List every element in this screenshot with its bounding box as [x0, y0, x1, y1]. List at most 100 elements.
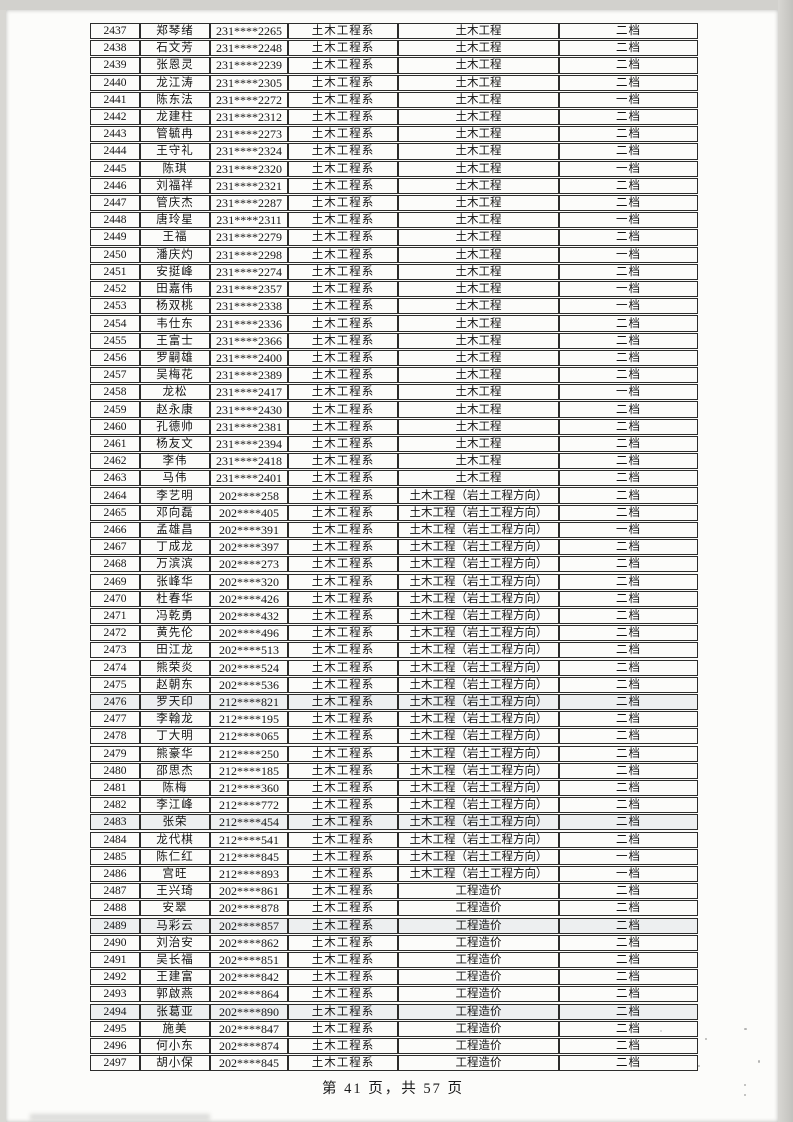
table-cell: 2458 [90, 384, 140, 401]
table-cell: 土木工程（岩土工程方向） [398, 814, 559, 831]
table-cell: 231****2401 [210, 470, 288, 487]
table-cell: 土木工程系 [288, 573, 398, 590]
table-cell: 土木工程系 [288, 263, 398, 280]
table-row: 2456 罗嗣雄 231****2400 土木工程系 土木工程 二档 [90, 349, 698, 366]
table-cell: 2469 [90, 573, 140, 590]
table-cell: 土木工程 [398, 315, 559, 332]
table-cell: 土木工程系 [288, 676, 398, 693]
table-row: 2481 陈梅 212****360 土木工程系 土木工程（岩土工程方向） 二档 [90, 779, 698, 797]
table-cell: 土木工程系 [288, 91, 398, 108]
table-cell: 2450 [90, 246, 140, 263]
table-cell: 231****2312 [210, 109, 288, 126]
table-cell: 202****861 [210, 883, 288, 900]
table-cell: 2496 [90, 1037, 140, 1055]
table-cell: 2441 [90, 91, 140, 108]
table-cell: 土木工程系 [288, 298, 398, 315]
table-cell: 212****185 [210, 762, 288, 779]
table-cell: 龙建柱 [140, 109, 210, 126]
table-cell: 231****2248 [210, 40, 288, 57]
table-row: 2470 杜春华 202****426 土木工程系 土木工程（岩土工程方向） 二档 [90, 590, 698, 607]
table-row: 2466 孟雄昌 202****391 土木工程系 土木工程（岩土工程方向） 一档 [90, 521, 698, 538]
table-row: 2492 王建富 202****842 土木工程系 工程造价 二档 [90, 969, 698, 986]
table-row: 2497 胡小保 202****845 土木工程系 工程造价 二档 [90, 1055, 698, 1072]
table-cell: 土木工程系 [288, 659, 398, 676]
table-cell: 二档 [559, 625, 698, 642]
table-cell: 231****2265 [210, 23, 288, 40]
table-cell: 202****851 [210, 951, 288, 969]
table-cell: 冯乾勇 [140, 607, 210, 624]
table-cell: 土木工程系 [288, 728, 398, 745]
table-cell: 工程造价 [398, 883, 559, 900]
table-cell: 231****2338 [210, 298, 288, 315]
table-cell: 韦仕东 [140, 315, 210, 332]
table-cell: 231****2336 [210, 315, 288, 332]
table-cell: 管毓冉 [140, 126, 210, 143]
table-cell: 二档 [559, 539, 698, 556]
table-cell: 土木工程（岩土工程方向） [398, 539, 559, 556]
table-cell: 土木工程系 [288, 246, 398, 263]
table-cell: 田嘉伟 [140, 281, 210, 298]
table-cell: 202****273 [210, 556, 288, 573]
table-cell: 土木工程系 [288, 401, 398, 418]
table-cell: 土木工程系 [288, 745, 398, 762]
table-cell: 土木工程 [398, 246, 559, 263]
table-cell: 土木工程系 [288, 332, 398, 349]
table-cell: 一档 [559, 848, 698, 865]
table-cell: 李江峰 [140, 797, 210, 814]
table-cell: 马彩云 [140, 917, 210, 934]
table-cell: 杨友文 [140, 435, 210, 452]
table-row: 2462 李伟 231****2418 土木工程系 土木工程 二档 [90, 453, 698, 470]
table-cell: 土木工程系 [288, 1020, 398, 1037]
table-row: 2464 李艺明 202****258 土木工程系 土木工程（岩土工程方向） 二档 [90, 487, 698, 504]
table-cell: 土木工程（岩土工程方向） [398, 607, 559, 624]
table-row: 2442 龙建柱 231****2312 土木工程系 土木工程 二档 [90, 109, 698, 126]
table-row: 2444 王守礼 231****2324 土木工程系 土木工程 二档 [90, 143, 698, 160]
table-cell: 田江龙 [140, 642, 210, 659]
table-cell: 土木工程系 [288, 848, 398, 865]
table-cell: 2464 [90, 487, 140, 504]
table-row: 2440 龙江涛 231****2305 土木工程系 土木工程 二档 [90, 74, 698, 91]
table-cell: 一档 [559, 246, 698, 263]
table-cell: 工程造价 [398, 986, 559, 1003]
table-cell: 刘治安 [140, 934, 210, 951]
table-row: 2476 罗天印 212****821 土木工程系 土木工程（岩土工程方向） 二档 [90, 693, 698, 711]
table-cell: 土木工程 [398, 74, 559, 91]
table-cell: 施美 [140, 1020, 210, 1037]
table-cell: 2473 [90, 642, 140, 659]
table-cell: 231****2320 [210, 160, 288, 177]
table-cell: 231****2272 [210, 91, 288, 108]
table-row: 2473 田江龙 202****513 土木工程系 土木工程（岩土工程方向） 二档 [90, 642, 698, 659]
table-cell: 土木工程系 [288, 625, 398, 642]
table-cell: 郑琴绪 [140, 23, 210, 40]
table-cell: 工程造价 [398, 951, 559, 969]
table-cell: 土木工程系 [288, 57, 398, 74]
table-cell: 张恩灵 [140, 57, 210, 74]
table-cell: 2456 [90, 349, 140, 366]
table-cell: 231****2305 [210, 74, 288, 91]
table-cell: 二档 [559, 315, 698, 332]
table-cell: 土木工程系 [288, 1003, 398, 1020]
table-row: 2484 龙代棋 212****541 土木工程系 土木工程（岩土工程方向） 二档 [90, 831, 698, 848]
table-cell: 土木工程 [398, 281, 559, 298]
table-cell: 二档 [559, 693, 698, 711]
table-cell: 一档 [559, 91, 698, 108]
table-cell: 孟雄昌 [140, 521, 210, 538]
scan-noise-dot [758, 1060, 760, 1063]
table-cell: 2468 [90, 556, 140, 573]
table-cell: 土木工程 [398, 401, 559, 418]
table-cell: 二档 [559, 177, 698, 194]
table-cell: 土木工程（岩土工程方向） [398, 831, 559, 848]
table-cell: 二档 [559, 659, 698, 676]
table-cell: 土木工程系 [288, 521, 398, 538]
table-row: 2482 李江峰 212****772 土木工程系 土木工程（岩土工程方向） 二档 [90, 797, 698, 814]
table-cell: 2459 [90, 401, 140, 418]
table-row: 2486 宫旺 212****893 土木工程系 土木工程（岩土工程方向） 一档 [90, 865, 698, 883]
table-cell: 土木工程系 [288, 951, 398, 969]
table-cell: 二档 [559, 1055, 698, 1072]
table-cell: 潘庆灼 [140, 246, 210, 263]
table-cell: 土木工程 [398, 109, 559, 126]
table-row: 2494 张葛亚 202****890 土木工程系 工程造价 二档 [90, 1003, 698, 1020]
table-cell: 二档 [559, 556, 698, 573]
table-cell: 土木工程系 [288, 349, 398, 366]
table-cell: 土木工程系 [288, 315, 398, 332]
